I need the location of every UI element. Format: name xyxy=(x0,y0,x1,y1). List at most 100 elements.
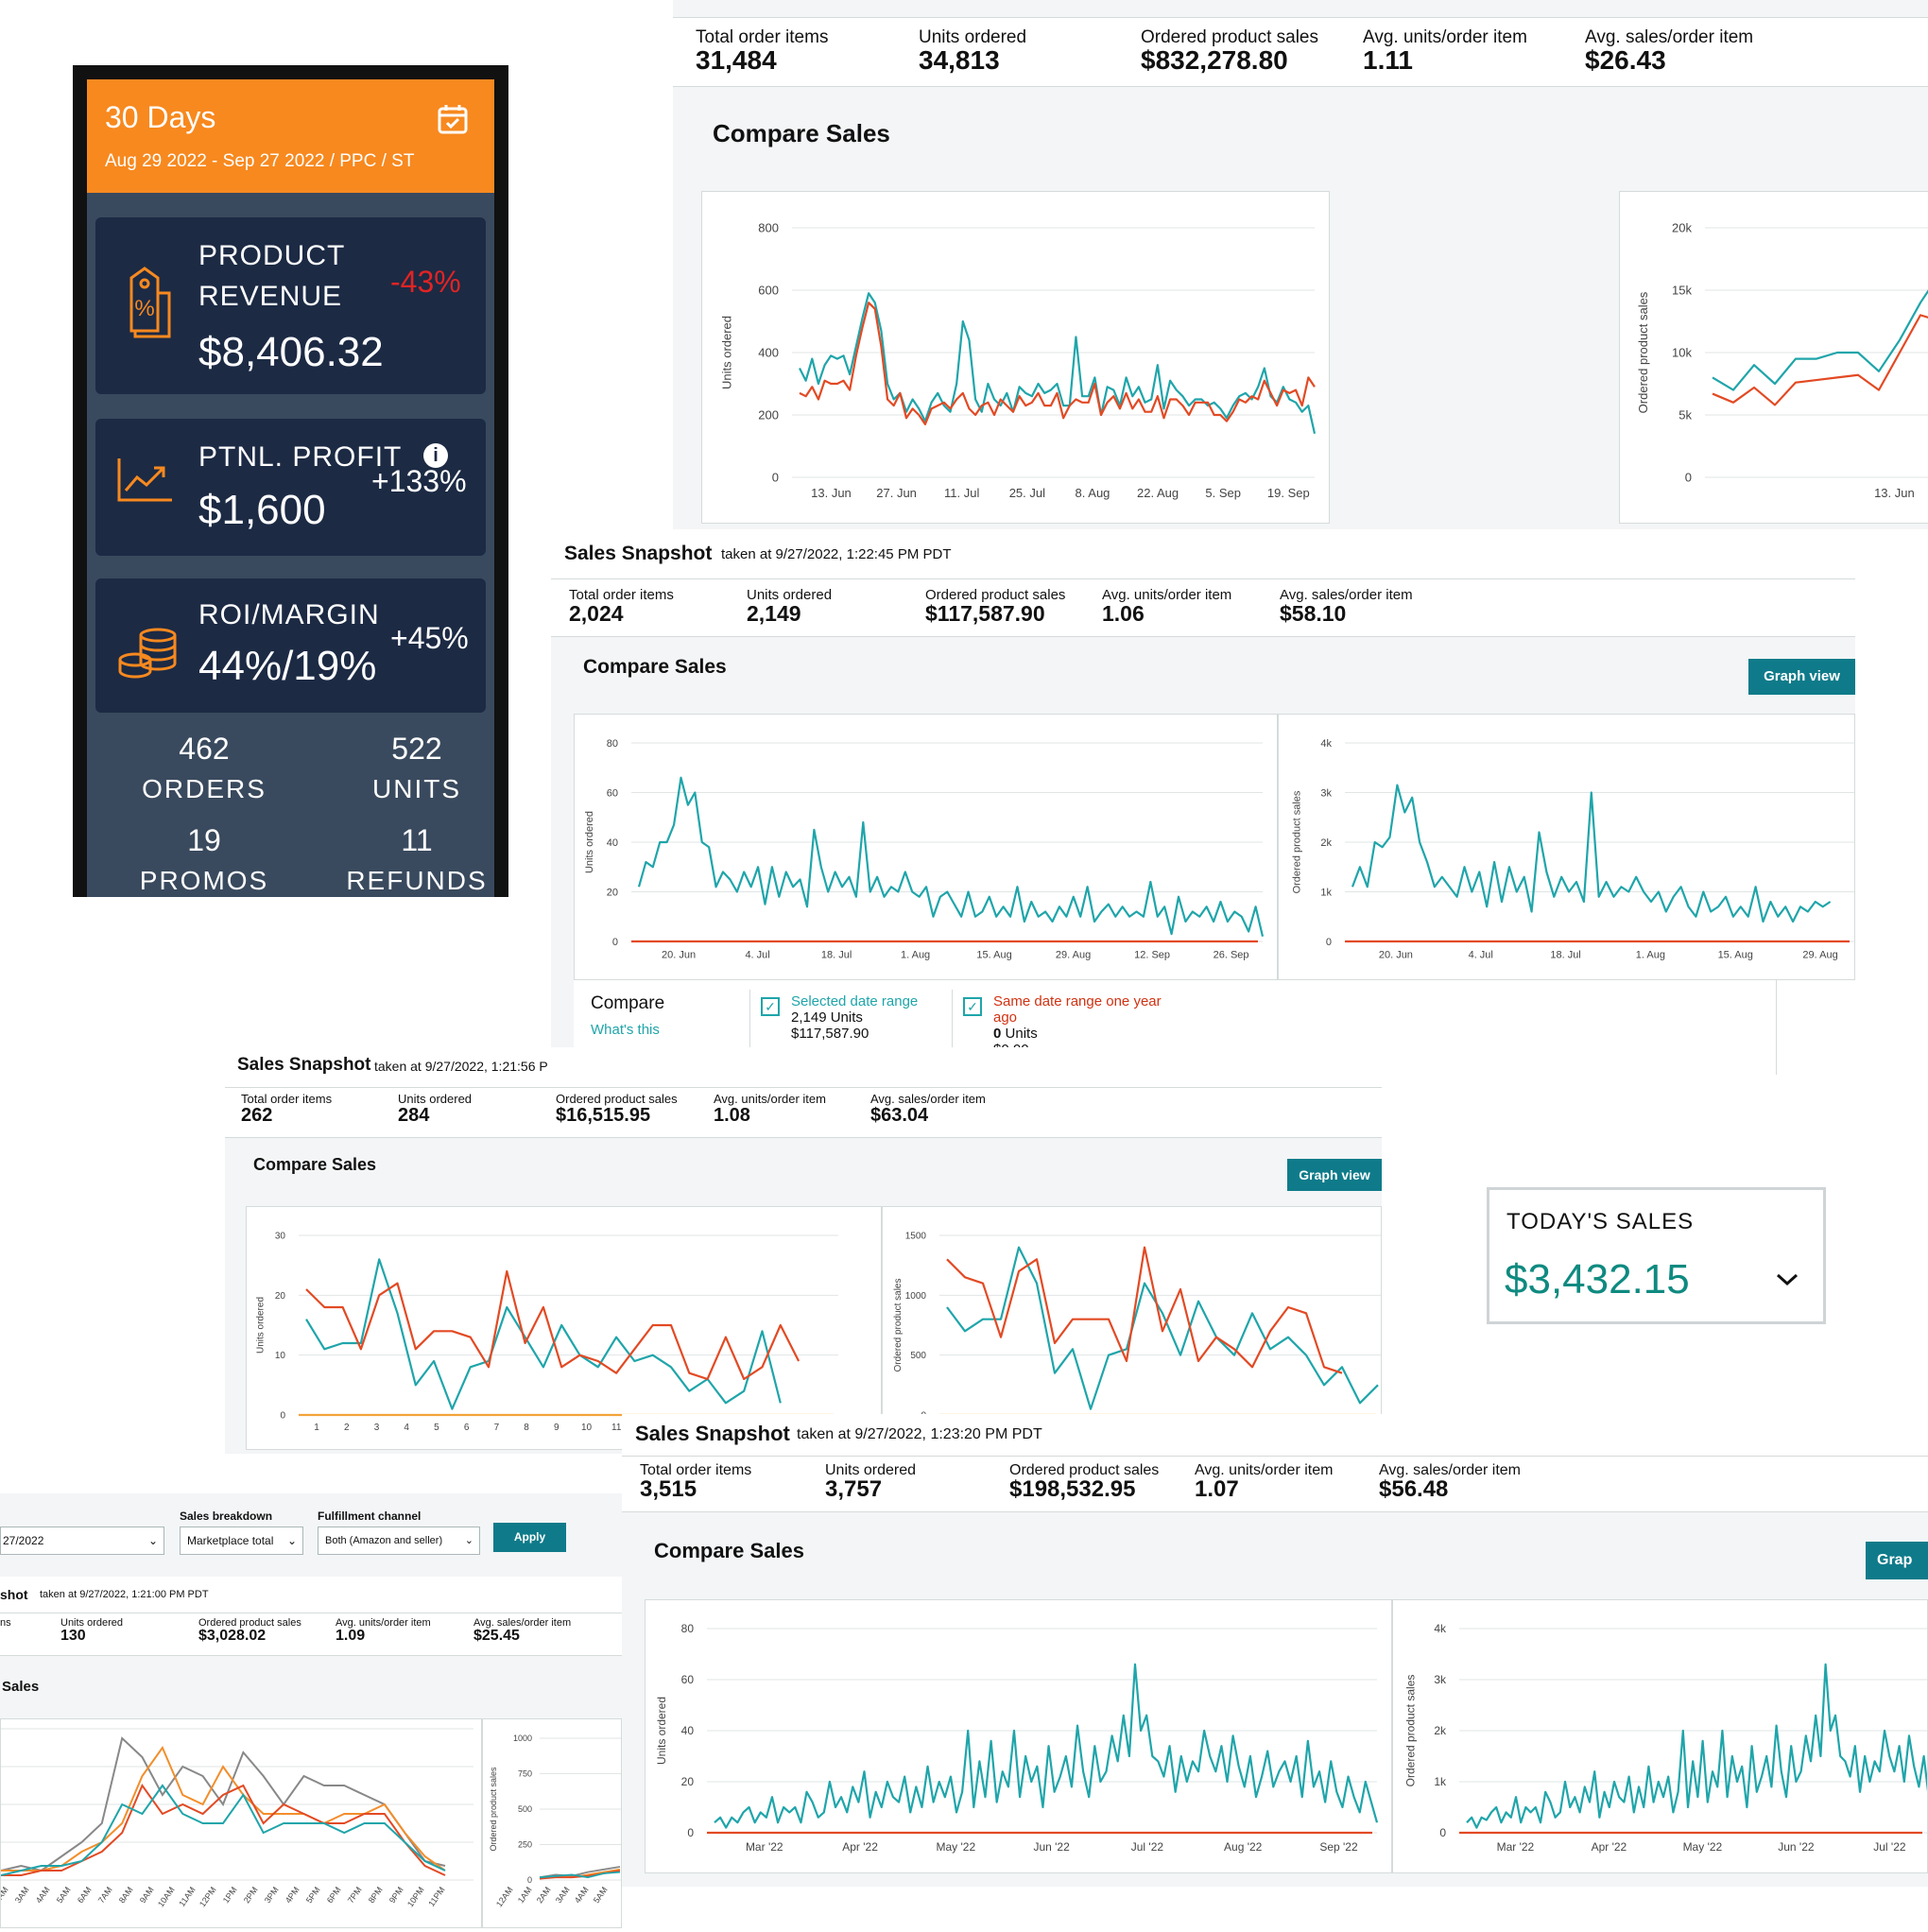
card-value: $1,600 xyxy=(198,487,326,533)
compare-sales-title: Compare Sales xyxy=(583,656,727,678)
y-axis-label: Ordered product sales xyxy=(1403,1675,1417,1787)
selected-range-sales: $117,587.90 xyxy=(791,1026,869,1042)
x-tick-label: 10 xyxy=(581,1423,593,1433)
info-icon[interactable]: i xyxy=(423,443,448,468)
x-tick-label: 4PM xyxy=(284,1885,301,1905)
x-tick-label: 7PM xyxy=(346,1885,364,1905)
x-tick-label: 2 xyxy=(344,1423,350,1433)
phone-widget: 30 Days Aug 29 2022 - Sep 27 2022 / PPC … xyxy=(73,65,508,897)
metric-ordered-product-sales: Ordered product sales $198,532.95 xyxy=(1009,1462,1160,1502)
card-title-line1: ROI/MARGIN xyxy=(198,599,380,630)
calendar-check-icon[interactable] xyxy=(437,103,469,135)
breakdown-select[interactable]: Marketplace total ⌄ xyxy=(180,1527,303,1555)
x-tick-label: 5 xyxy=(434,1423,439,1433)
y-tick-label: 2k xyxy=(1320,837,1332,849)
series-line-0 xyxy=(0,1736,446,1872)
x-tick-label: 11AM xyxy=(177,1885,197,1907)
card-change: +133% xyxy=(371,464,467,498)
y-axis-label: Units ordered xyxy=(256,1297,267,1354)
snapshot-metrics-strip: Total order items 31,484 Units ordered 3… xyxy=(673,17,1928,87)
x-tick-label: 2PM xyxy=(242,1885,260,1905)
y-tick-label: 500 xyxy=(910,1351,926,1361)
x-tick-label: 4. Jul xyxy=(745,950,769,961)
snapshot-taken: taken at 9/27/2022, 1:22:45 PM PDT xyxy=(721,546,952,562)
graph-view-button[interactable]: Graph view xyxy=(1287,1159,1382,1191)
stat-orders[interactable]: 462 ORDERS xyxy=(142,732,267,803)
y-tick-label: 3k xyxy=(1320,787,1332,799)
metric-units-ordered: Units ordered 3,757 xyxy=(825,1462,917,1502)
period-range: Aug 29 2022 - Sep 27 2022 / PPC / ST xyxy=(105,151,415,171)
y-axis-label: Units ordered xyxy=(584,811,595,873)
stat-refunds[interactable]: 11 REFUNDS xyxy=(346,823,488,895)
card-change: +45% xyxy=(390,621,469,655)
x-tick-label: 3 xyxy=(374,1423,380,1433)
metric-avg-units: Avg. units/order item 1.11 xyxy=(1363,27,1527,75)
todays-sales-widget[interactable]: TODAY'S SALES $3,432.15 xyxy=(1487,1187,1826,1324)
sales-chart-4: 0 250 500 750 1000 Ordered product sales 12AM 1… xyxy=(482,1718,622,1928)
y-tick-label: 20 xyxy=(607,887,618,898)
card-product-revenue[interactable]: % PRODUCT REVENUE -43% $8,406.32 xyxy=(95,217,486,394)
metric-avg-sales: Avg. sales/order item $56.48 xyxy=(1379,1462,1521,1502)
graph-view-button[interactable]: Grap xyxy=(1866,1542,1928,1579)
x-tick-label: Aug '22 xyxy=(1224,1840,1263,1854)
y-tick-label: 400 xyxy=(758,346,779,360)
y-tick-label: 4k xyxy=(1320,738,1332,750)
y-tick-label: 15k xyxy=(1672,284,1692,298)
x-tick-label: 3PM xyxy=(263,1885,281,1905)
x-tick-label: 8 xyxy=(524,1423,529,1433)
x-tick-label: 19. Sep xyxy=(1267,486,1310,500)
y-tick-label: 40 xyxy=(607,837,618,849)
x-tick-label: 1. Aug xyxy=(1636,950,1665,961)
metric-total-order-items: Total order items 2,024 xyxy=(569,587,674,626)
y-tick-label: 10k xyxy=(1672,346,1692,360)
snapshot-header: Sales Snapshot taken at 9/27/2022, 1:22:… xyxy=(551,529,1855,578)
y-tick-label: 0 xyxy=(687,1826,694,1839)
x-tick-label: 4AM xyxy=(34,1885,52,1905)
chevron-down-icon[interactable] xyxy=(1775,1271,1799,1288)
sales-chart-svg: 0 1k 2k 3k 4k Ordered product sales 20. Jun 4. … xyxy=(1291,738,1854,961)
snapshot-taken: taken at 9/27/2022, 1:23:20 PM PDT xyxy=(797,1426,1042,1442)
units-chart-svg: 0 200 400 600 800 Units ordered 13. Jun 27. Jun… xyxy=(719,221,1317,500)
metric-total-order-items: ns xyxy=(0,1617,11,1629)
divider xyxy=(952,990,953,1075)
units-chart-5: 0 20 40 60 80 Units ordered Mar '22 Apr '22 May … xyxy=(645,1599,1392,1873)
x-tick-label: 29. Aug xyxy=(1802,950,1837,961)
apply-button[interactable]: Apply xyxy=(493,1523,566,1552)
x-tick-label: 3AM xyxy=(13,1885,31,1905)
whats-this-link[interactable]: What's this xyxy=(591,1022,660,1038)
x-tick-label: 6 xyxy=(464,1423,470,1433)
compare-sales-title: Compare Sales xyxy=(713,119,890,147)
stat-promos[interactable]: 19 PROMOS xyxy=(139,823,269,895)
snapshot-panel-5: Sales Snapshot taken at 9/27/2022, 1:23:… xyxy=(622,1414,1928,1887)
hourly-sales-chart-svg: 0 250 500 750 1000 Ordered product sales 12AM 1… xyxy=(489,1734,621,1908)
sales-chart-3: 050010001500Ordered product sales xyxy=(882,1206,1382,1450)
card-title-line2: REVENUE xyxy=(198,281,343,312)
channel-select[interactable]: Both (Amazon and seller) ⌄ xyxy=(318,1527,480,1555)
divider xyxy=(749,990,750,1075)
y-tick-label: 3k xyxy=(1434,1673,1447,1686)
x-tick-label: 6PM xyxy=(325,1885,343,1905)
x-tick-label: 9 xyxy=(554,1423,559,1433)
series-line-0 xyxy=(1351,784,1832,923)
x-tick-label: 12PM xyxy=(198,1885,218,1908)
stat-units[interactable]: 522 UNITS xyxy=(372,732,461,803)
y-tick-label: 10 xyxy=(275,1351,286,1361)
x-tick-label: 8PM xyxy=(367,1885,385,1905)
date-select[interactable]: 27/2022 ⌄ xyxy=(0,1527,164,1555)
metric-units-ordered: Units ordered 130 xyxy=(60,1617,124,1644)
snapshot-metrics-strip: ns Units ordered 130 Ordered product sale… xyxy=(0,1613,622,1656)
graph-view-button[interactable]: Graph view xyxy=(1748,659,1855,695)
series-line-0 xyxy=(1466,1663,1928,1829)
y-tick-label: 0 xyxy=(1685,471,1692,485)
metric-ordered-product-sales: Ordered product sales $3,028.02 xyxy=(198,1617,301,1644)
checkbox-prior-year[interactable]: ✓ xyxy=(963,997,982,1016)
series-line-1 xyxy=(305,1269,800,1381)
card-roi-margin[interactable]: ROI/MARGIN +45% 44%/19% xyxy=(95,578,486,713)
checkbox-selected-range[interactable]: ✓ xyxy=(761,997,780,1016)
x-tick-label: 12AM xyxy=(494,1885,515,1908)
metric-avg-sales: Avg. sales/order item $25.45 xyxy=(473,1617,572,1644)
card-potential-profit[interactable]: PTNL. PROFIT i +133% $1,600 xyxy=(95,419,486,556)
series-line-1 xyxy=(799,302,1316,425)
metric-avg-units: Avg. units/order item 1.09 xyxy=(336,1617,431,1644)
metric-total-order-items: Total order items 3,515 xyxy=(640,1462,752,1502)
